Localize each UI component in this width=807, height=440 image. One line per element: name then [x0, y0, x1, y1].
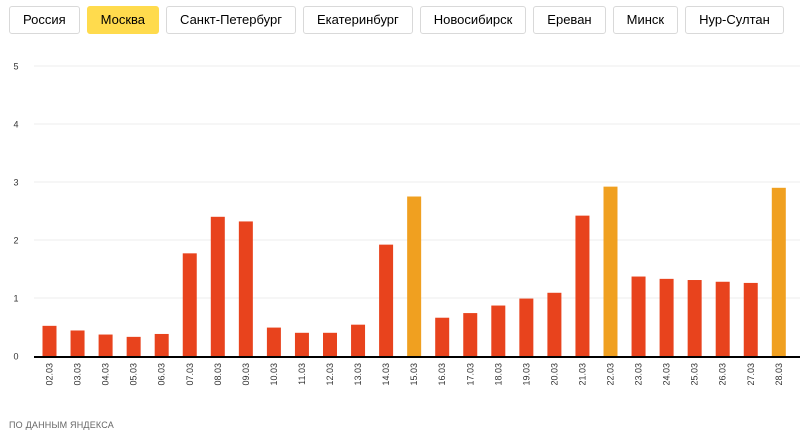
bar: [603, 186, 618, 356]
x-tick-label: 20.03: [549, 363, 559, 386]
bar: [631, 276, 646, 356]
x-tick-label: 21.03: [577, 363, 587, 386]
x-tick-label: 14.03: [381, 363, 391, 386]
x-tick-label: 12.03: [325, 363, 335, 386]
bar: [323, 332, 337, 356]
x-tick-label: 11.03: [297, 363, 307, 385]
x-tick-label: 19.03: [521, 363, 531, 386]
bar: [42, 325, 57, 356]
x-tick-label: 02.03: [45, 363, 55, 386]
bar: [687, 280, 702, 356]
y-tick-label: 4: [13, 120, 18, 130]
tab-saint-petersburg[interactable]: Санкт-Петербург: [166, 6, 296, 34]
x-tick-label: 15.03: [409, 363, 419, 386]
bar: [407, 196, 422, 356]
bar: [379, 244, 394, 356]
y-tick-label: 2: [13, 236, 18, 246]
tab-russia[interactable]: Россия: [9, 6, 80, 34]
bar: [771, 187, 786, 356]
bar-chart: 0 1 2 3 4 5 02.03 03.03 04.03 05.03 06.03 07.03 08.0…: [13, 62, 800, 386]
bar: [126, 336, 141, 356]
x-tick-label: 17.03: [465, 363, 475, 386]
tab-yekaterinburg[interactable]: Екатеринбург: [303, 6, 413, 34]
bar: [659, 278, 674, 356]
bar: [70, 330, 85, 356]
bar: [519, 298, 534, 356]
bar: [435, 317, 450, 356]
bar: [743, 282, 758, 356]
x-tick-label: 13.03: [353, 363, 363, 386]
bar: [294, 332, 309, 356]
x-tick-label: 27.03: [746, 363, 756, 386]
x-tick-label: 28.03: [774, 363, 784, 386]
x-tick-label: 06.03: [157, 363, 167, 386]
x-tick-label: 07.03: [185, 363, 195, 386]
bar: [266, 327, 281, 356]
bar: [154, 333, 169, 356]
x-tick-label: 22.03: [606, 363, 616, 386]
data-source-note: ПО ДАННЫМ ЯНДЕКСА: [9, 420, 114, 430]
x-tick-label: 04.03: [101, 363, 111, 386]
bar: [715, 281, 730, 356]
y-tick-label: 0: [13, 352, 18, 362]
bar: [98, 334, 113, 356]
x-tick-label: 23.03: [634, 363, 644, 386]
bar: [575, 215, 590, 356]
bar: [463, 313, 478, 356]
y-tick-label: 3: [13, 178, 18, 188]
x-tick-label: 08.03: [213, 363, 223, 386]
x-tick-label: 10.03: [269, 363, 279, 386]
bar: [491, 305, 506, 356]
x-tick-label: 05.03: [129, 363, 139, 386]
tab-nur-sultan[interactable]: Нур-Султан: [685, 6, 784, 34]
x-tick-label: 24.03: [662, 363, 672, 386]
bar: [351, 324, 366, 356]
city-tabs: Россия Москва Санкт-Петербург Екатеринбу…: [9, 6, 784, 34]
x-tick-label: 16.03: [437, 363, 447, 386]
y-tick-label: 5: [13, 62, 18, 72]
bar: [547, 292, 562, 356]
bar: [210, 216, 225, 356]
tab-novosibirsk[interactable]: Новосибирск: [419, 6, 527, 34]
x-tick-label: 18.03: [493, 363, 503, 386]
x-tick-label: 25.03: [690, 363, 700, 386]
tab-yerevan[interactable]: Ереван: [533, 6, 606, 34]
tab-moscow[interactable]: Москва: [86, 6, 160, 34]
y-tick-label: 1: [13, 294, 18, 304]
bar: [238, 221, 253, 356]
tab-minsk[interactable]: Минск: [612, 6, 679, 34]
x-tick-label: 26.03: [718, 363, 728, 386]
bar: [182, 253, 197, 356]
x-tick-label: 03.03: [73, 363, 83, 386]
x-tick-label: 09.03: [241, 363, 251, 386]
